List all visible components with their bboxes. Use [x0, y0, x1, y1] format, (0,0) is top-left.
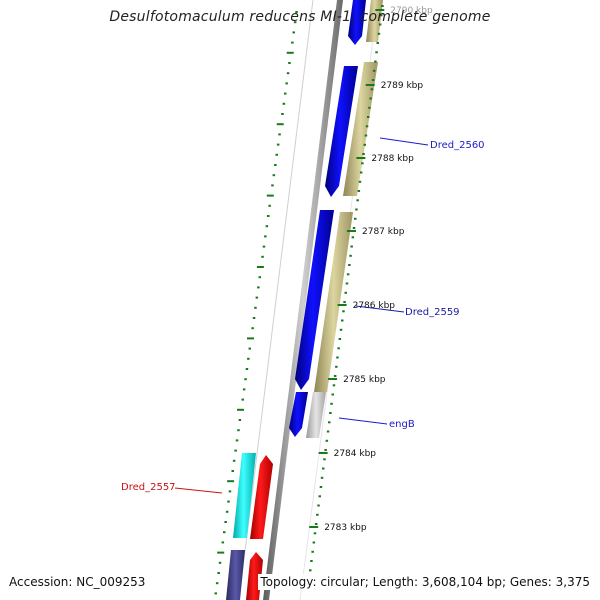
gray-track-segment	[306, 392, 326, 438]
ruler-label: 2786 kbp	[353, 301, 396, 311]
inner-track-line	[238, 0, 314, 600]
navy-feature	[226, 550, 245, 600]
gene-label-leader	[355, 305, 405, 313]
gene-label-dred-2559[interactable]: Dred_2559	[405, 307, 460, 318]
cyan-feature	[233, 453, 256, 538]
cds-forward-arrow	[348, 0, 366, 45]
gene-label-engb[interactable]: engB	[389, 419, 415, 430]
ruler-label: 2783 kbp	[324, 523, 367, 533]
ruler-label: 2787 kbp	[362, 227, 405, 237]
cds-forward-arrow	[325, 66, 358, 197]
ruler-label: 2789 kbp	[381, 81, 424, 91]
gc-track-segment	[314, 212, 353, 392]
gene-label-dred-2557[interactable]: Dred_2557	[121, 482, 176, 493]
gc-track-segment	[343, 62, 378, 196]
gene-label-leader	[174, 487, 223, 494]
genome-backbone	[263, 0, 343, 600]
cds-forward-arrow	[289, 392, 308, 437]
map-title: Desulfotomaculum reducens MI-1, complete…	[109, 9, 491, 25]
gene-label-dred-2560[interactable]: Dred_2560	[430, 140, 485, 151]
ruler: 2790 kbp 2789 kbp 2788 kbp 2787 kbp 2786 kbp…	[309, 5, 433, 572]
topology-text: Topology: circular; Length: 3,608,104 bp…	[258, 574, 592, 590]
ruler-label: 2785 kbp	[343, 375, 386, 385]
accession-text: Accession: NC_009253	[7, 574, 148, 590]
ruler-label: 2784 kbp	[334, 449, 377, 459]
gene-label-leader	[379, 137, 429, 146]
ruler-label: 2788 kbp	[371, 154, 414, 164]
gene-label-leader	[338, 417, 388, 425]
cds-reverse-arrow	[250, 455, 273, 539]
ruler-label: 2790 kbp	[390, 6, 433, 16]
cds-forward-arrow	[295, 210, 334, 390]
inner-tick-dots	[214, 11, 298, 595]
